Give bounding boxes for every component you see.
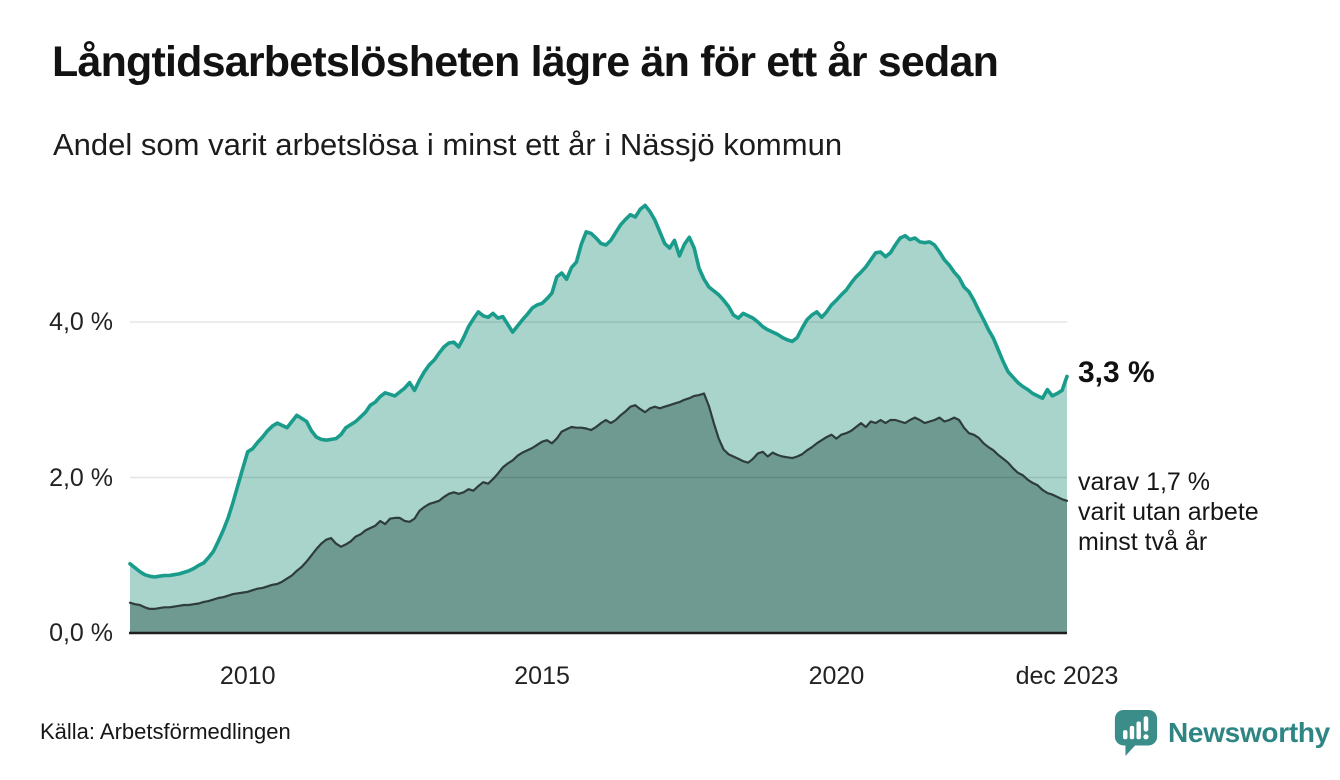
x-tick-label: dec 2023 <box>1015 662 1119 690</box>
newsworthy-bubble-chart-icon <box>1113 708 1159 758</box>
y-tick-label: 2,0 % <box>49 463 113 492</box>
x-tick-label: 2020 <box>808 662 865 690</box>
newsworthy-wordmark: Newsworthy <box>1168 717 1330 748</box>
line-total <box>128 203 1069 579</box>
page-title: Långtidsarbetslösheten lägre än för ett … <box>52 38 999 86</box>
page-subtitle: Andel som varit arbetslösa i minst ett å… <box>53 127 843 162</box>
newsworthy-logo[interactable]: Newsworthy <box>1113 708 1330 758</box>
x-tick-label: 2010 <box>219 662 276 690</box>
end-value-label-line3: minst två år <box>1078 527 1208 556</box>
line-two-year <box>128 392 1069 610</box>
end-value-label-line1: varav 1,7 % <box>1078 467 1211 496</box>
x-tick-label: 2015 <box>514 662 570 690</box>
end-value-label-total: 3,3 % <box>1078 356 1155 390</box>
area-two-year <box>130 393 1067 633</box>
y-tick-label: 0,0 % <box>49 619 113 647</box>
end-value-label-two-year: varav 1,7 % varit utan arbete minst två … <box>1078 467 1259 557</box>
y-tick-label: 4,0 % <box>49 308 113 336</box>
end-value-label-line2: varit utan arbete <box>1078 497 1259 526</box>
source-note: Källa: Arbetsförmedlingen <box>40 719 291 744</box>
